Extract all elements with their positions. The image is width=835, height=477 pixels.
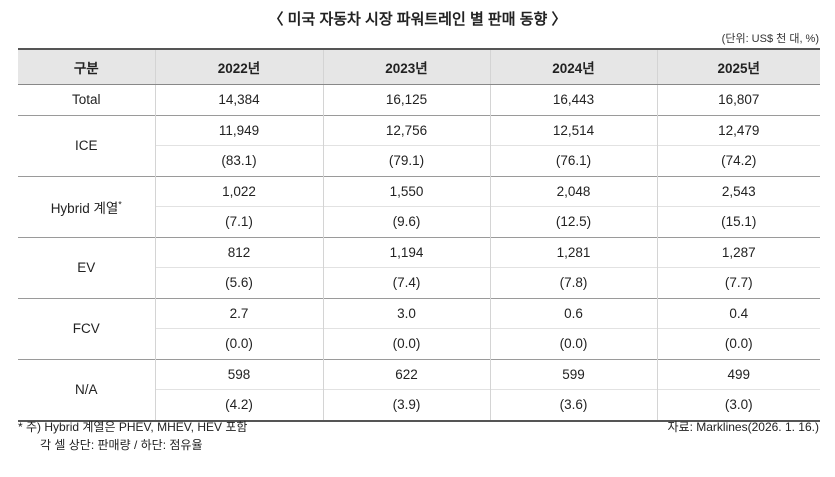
sales-table: 구분 2022년 2023년 2024년 2025년 Total 14,384 16,125… <box>18 48 820 422</box>
share-row: (5.6) (7.4) (7.8) (7.7) <box>18 267 820 298</box>
share-cell: (7.1) <box>154 206 323 237</box>
value-cell: 1,550 <box>322 175 490 207</box>
label-text: FCV <box>72 321 100 336</box>
label-text: Hybrid 계열 <box>50 200 119 216</box>
row-label: Total <box>18 84 155 115</box>
share-row: (0.0) (0.0) (0.0) (0.0) <box>18 328 820 359</box>
value-cell: 2.7 <box>154 297 323 329</box>
share-cell: (7.7) <box>656 267 820 298</box>
share-cell: (76.1) <box>489 145 657 176</box>
title: 〈 미국 자동차 시장 파워트레인 별 판매 동향 〉 <box>268 11 567 28</box>
value-cell: 599 <box>489 358 657 390</box>
note-mark: * <box>118 199 122 209</box>
value-cell: 1,287 <box>656 236 820 268</box>
share-cell: (0.0) <box>322 328 490 359</box>
value-cell: 16,443 <box>489 84 657 115</box>
share-cell: (7.8) <box>489 267 657 298</box>
share-cell: (3.9) <box>322 389 490 422</box>
share-row: (4.2) (3.9) (3.6) (3.0) <box>18 389 820 422</box>
share-cell: (79.1) <box>322 145 490 176</box>
row: FCV 2.7 3.0 0.6 0.4 <box>18 297 820 359</box>
header-cell: 2024년 <box>489 48 657 85</box>
row-label: Hybrid 계열* <box>18 175 155 237</box>
share-row: (7.1) (9.6) (12.5) (15.1) <box>18 206 820 237</box>
value-cell: 3.0 <box>322 297 490 329</box>
value-cell: 11,949 <box>154 114 323 146</box>
row: N/A 598 622 599 499 <box>18 358 820 422</box>
value-cell: 12,514 <box>489 114 657 146</box>
share-cell: (3.0) <box>656 389 820 422</box>
share-cell: (3.6) <box>489 389 657 422</box>
header-cell: 2025년 <box>656 48 820 85</box>
value-cell: 598 <box>154 358 323 390</box>
value-cell: 12,479 <box>656 114 820 146</box>
share-cell: (12.5) <box>489 206 657 237</box>
share-cell: (83.1) <box>154 145 323 176</box>
share-cell: (0.0) <box>489 328 657 359</box>
header-cell: 2023년 <box>322 48 490 85</box>
label-text: Total <box>71 92 101 108</box>
row-label: ICE <box>18 114 155 176</box>
share-cell: (4.2) <box>154 389 323 422</box>
row-label: EV <box>18 236 155 298</box>
value-cell: 499 <box>656 358 820 390</box>
share-cell: (9.6) <box>322 206 490 237</box>
share-row: (83.1) (79.1) (76.1) (74.2) <box>18 145 820 176</box>
value-cell: 2,543 <box>656 175 820 207</box>
share-cell: (74.2) <box>656 145 820 176</box>
value-cell: 1,281 <box>489 236 657 268</box>
label-text: EV <box>77 260 96 275</box>
value-cell: 16,807 <box>656 84 820 115</box>
value-cell: 1,194 <box>322 236 490 268</box>
value-cell: 1,022 <box>154 175 323 207</box>
row: ICE 11,949 12,756 12,514 12,479 <box>18 114 820 176</box>
row-label: FCV <box>18 297 155 359</box>
unit-note: (단위: US$ 천 대, %) <box>721 33 819 45</box>
value-cell: 14,384 <box>154 84 323 115</box>
value-cell: 0.4 <box>656 297 820 329</box>
value-cell: 12,756 <box>322 114 490 146</box>
row-label: N/A <box>18 358 155 422</box>
header-row: 구분 2022년 2023년 2024년 2025년 <box>18 48 820 85</box>
value-cell: 622 <box>322 358 490 390</box>
value-cell: 812 <box>154 236 323 268</box>
value-cell: 16,125 <box>322 84 490 115</box>
label-text: ICE <box>74 138 98 153</box>
share-cell: (0.0) <box>154 328 323 359</box>
source: 자료: Marklines(2026. 1. 16.) <box>667 420 819 434</box>
row: Total 14,384 16,125 16,443 16,807 <box>18 84 820 115</box>
share-cell: (0.0) <box>656 328 820 359</box>
table-body: Total 14,384 16,125 16,443 16,807 ICE 11,949 12… <box>18 84 820 422</box>
header-cell: 2022년 <box>154 48 323 85</box>
share-cell: (15.1) <box>656 206 820 237</box>
share-cell: (7.4) <box>322 267 490 298</box>
header-cell: 구분 <box>18 48 155 85</box>
footnote: * 주) Hybrid 계열은 PHEV, MHEV, HEV 포함 <box>18 420 248 434</box>
row: EV 812 1,194 1,281 1,287 <box>18 236 820 298</box>
label-text: N/A <box>74 382 98 397</box>
share-cell: (5.6) <box>154 267 323 298</box>
value-cell: 0.6 <box>489 297 657 329</box>
footnote: 각 셀 상단: 판매량 / 하단: 점유율 <box>40 438 203 452</box>
row: Hybrid 계열* 1,022 1,550 2,048 2,543 <box>18 175 820 237</box>
value-cell: 2,048 <box>489 175 657 207</box>
